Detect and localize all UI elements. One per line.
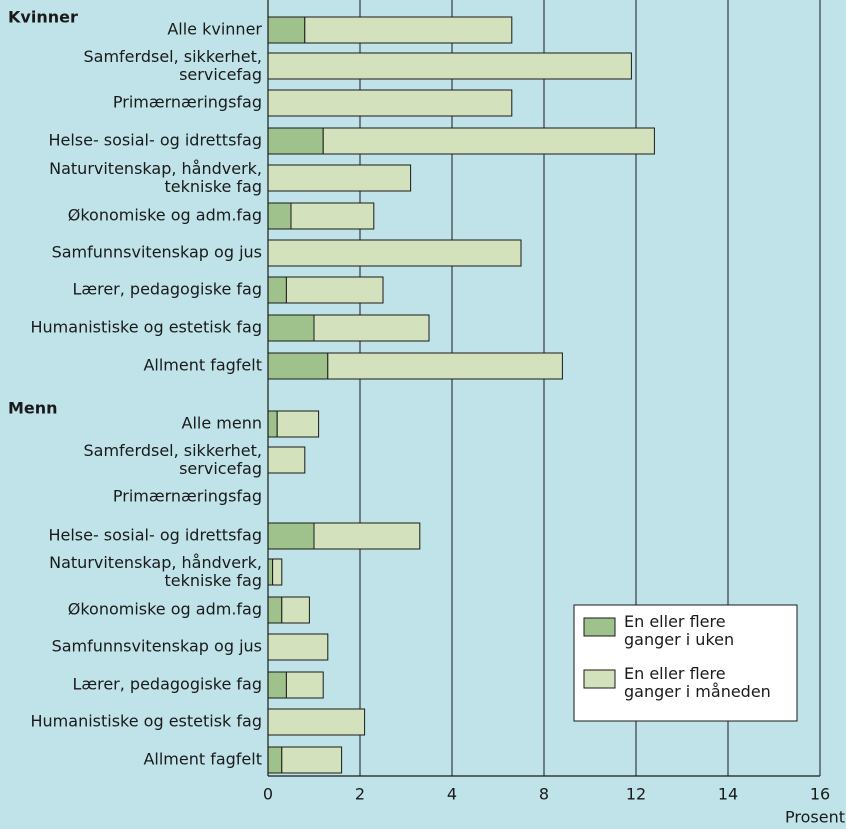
bar-segment (267, 164, 412, 192)
x-tick-label: 12 (626, 785, 646, 804)
x-tick-label: 4 (447, 785, 457, 804)
legend-label: En eller flere ganger i uken (624, 612, 734, 649)
bar-segment (267, 352, 329, 380)
bar-segment (267, 446, 306, 474)
category-label: Humanistiske og estetisk fag (31, 712, 263, 731)
x-tick-label: 8 (539, 785, 549, 804)
bar-segment (267, 276, 287, 304)
category-label: Naturvitenskap, håndverk, tekniske fag (49, 159, 262, 196)
bar-segment (267, 708, 366, 736)
group-label: Menn (8, 399, 58, 418)
bar-segment (267, 127, 324, 155)
category-label: Lærer, pedagogiske fag (72, 280, 262, 299)
bar-segment (272, 558, 283, 586)
group-label: Kvinner (8, 8, 78, 27)
category-label: Naturvitenskap, håndverk, tekniske fag (49, 553, 262, 590)
category-label: Alle menn (182, 414, 262, 433)
x-tick-label: 16 (810, 785, 830, 804)
bar-segment (281, 746, 343, 774)
bar-segment (276, 410, 320, 438)
bar-segment (267, 52, 632, 80)
bar-segment (267, 16, 306, 44)
bar-segment (267, 89, 513, 117)
category-label: Alle kvinner (167, 20, 262, 39)
x-axis-label: Prosent (785, 808, 845, 827)
x-tick-label: 2 (355, 785, 365, 804)
bar-segment (290, 202, 375, 230)
category-label: Samfunnsvitenskap og jus (52, 243, 262, 262)
bar-segment (267, 202, 292, 230)
legend-box (573, 604, 798, 722)
bar-segment (267, 558, 274, 586)
bar-segment (327, 352, 563, 380)
bar-segment (267, 671, 287, 699)
bar-segment (285, 671, 324, 699)
bar-segment (267, 239, 522, 267)
x-tick-label: 0 (263, 785, 273, 804)
category-label: Primærnæringsfag (113, 93, 262, 112)
category-label: Økonomiske og adm.fag (68, 206, 262, 225)
x-tick-label: 14 (718, 785, 738, 804)
bar-segment (267, 746, 283, 774)
category-label: Samferdsel, sikkerhet, servicefag (84, 47, 263, 84)
bar-segment (267, 596, 283, 624)
category-label: Samferdsel, sikkerhet, servicefag (84, 441, 263, 478)
legend-label: En eller flere ganger i måneden (624, 664, 771, 701)
category-label: Helse- sosial- og idrettsfag (48, 526, 262, 545)
legend-swatch (583, 617, 616, 637)
bar-segment (267, 410, 278, 438)
category-label: Allment fagfelt (143, 750, 262, 769)
bar-segment (304, 16, 513, 44)
category-label: Allment fagfelt (143, 356, 262, 375)
legend-swatch (583, 669, 616, 689)
bar-segment (281, 596, 310, 624)
category-label: Lærer, pedagogiske fag (72, 675, 262, 694)
bar-segment (322, 127, 655, 155)
category-label: Samfunnsvitenskap og jus (52, 637, 262, 656)
category-label: Helse- sosial- og idrettsfag (48, 131, 262, 150)
category-label: Økonomiske og adm.fag (68, 600, 262, 619)
bar-segment (285, 276, 384, 304)
legend: En eller flere ganger i uken En eller fler… (573, 604, 798, 722)
category-label: Humanistiske og estetisk fag (31, 318, 263, 337)
bar-segment (313, 522, 421, 550)
bar-segment (267, 522, 315, 550)
bar-segment (267, 633, 329, 661)
bar-segment (267, 314, 315, 342)
category-label: Primærnæringsfag (113, 487, 262, 506)
bar-segment (313, 314, 430, 342)
